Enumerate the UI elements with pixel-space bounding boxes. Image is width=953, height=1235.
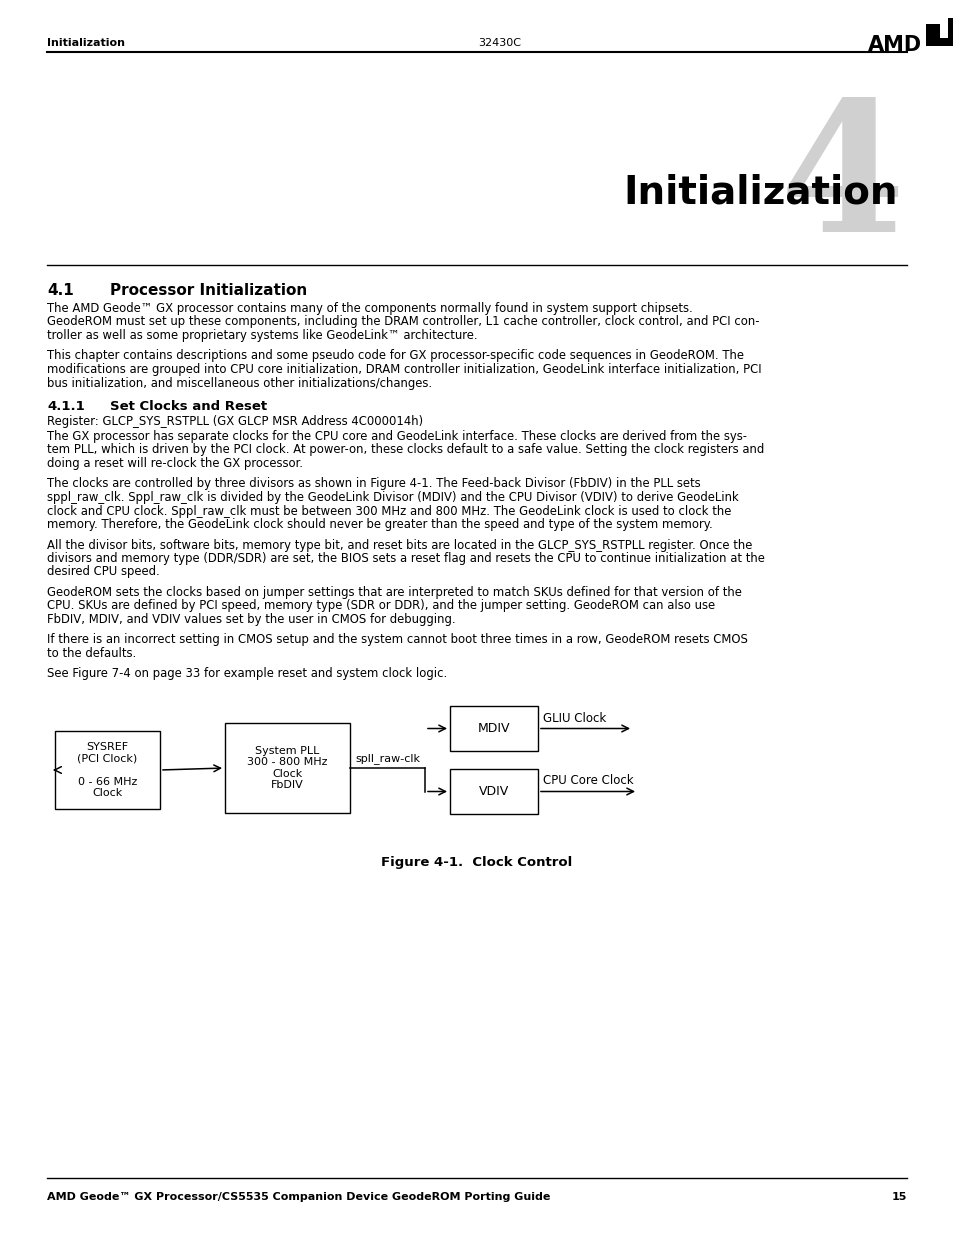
Text: MDIV: MDIV — [477, 722, 510, 735]
Text: modifications are grouped into CPU core initialization, DRAM controller initiali: modifications are grouped into CPU core … — [47, 363, 760, 375]
Text: GeodeROM must set up these components, including the DRAM controller, L1 cache c: GeodeROM must set up these components, i… — [47, 315, 759, 329]
Text: Processor Initialization: Processor Initialization — [110, 283, 307, 298]
Text: All the divisor bits, software bits, memory type bit, and reset bits are located: All the divisor bits, software bits, mem… — [47, 538, 752, 552]
Text: bus initialization, and miscellaneous other initializations/changes.: bus initialization, and miscellaneous ot… — [47, 377, 432, 389]
Text: spll_raw-clk: spll_raw-clk — [355, 753, 419, 764]
Text: AMD: AMD — [867, 35, 922, 56]
Text: The GX processor has separate clocks for the CPU core and GeodeLink interface. T: The GX processor has separate clocks for… — [47, 430, 746, 443]
Text: CPU Core Clock: CPU Core Clock — [542, 774, 633, 788]
Text: GLIU Clock: GLIU Clock — [542, 711, 605, 725]
Bar — [225, 722, 350, 813]
Text: The AMD Geode™ GX processor contains many of the components normally found in sy: The AMD Geode™ GX processor contains man… — [47, 303, 692, 315]
Polygon shape — [925, 19, 953, 46]
Bar — [450, 706, 537, 751]
Text: SYSREF
(PCI Clock)

0 - 66 MHz
Clock: SYSREF (PCI Clock) 0 - 66 MHz Clock — [77, 742, 137, 798]
Text: sppl_raw_clk. Sppl_raw_clk is divided by the GeodeLink Divisor (MDIV) and the CP: sppl_raw_clk. Sppl_raw_clk is divided by… — [47, 492, 738, 504]
Bar — [55, 731, 160, 809]
Text: memory. Therefore, the GeodeLink clock should never be greater than the speed an: memory. Therefore, the GeodeLink clock s… — [47, 517, 712, 531]
Text: Register: GLCP_SYS_RSTPLL (GX GLCP MSR Address 4C000014h): Register: GLCP_SYS_RSTPLL (GX GLCP MSR A… — [47, 415, 423, 429]
Text: FbDIV, MDIV, and VDIV values set by the user in CMOS for debugging.: FbDIV, MDIV, and VDIV values set by the … — [47, 613, 456, 626]
Text: Initialization: Initialization — [47, 38, 125, 48]
Text: to the defaults.: to the defaults. — [47, 647, 136, 659]
Text: See Figure 7-4 on page 33 for example reset and system clock logic.: See Figure 7-4 on page 33 for example re… — [47, 667, 447, 680]
Text: clock and CPU clock. Sppl_raw_clk must be between 300 MHz and 800 MHz. The Geode: clock and CPU clock. Sppl_raw_clk must b… — [47, 505, 731, 517]
Text: Figure 4-1.  Clock Control: Figure 4-1. Clock Control — [381, 856, 572, 869]
Text: 4.1.1: 4.1.1 — [47, 400, 85, 412]
Text: VDIV: VDIV — [478, 785, 509, 798]
Text: 4: 4 — [779, 94, 904, 270]
Text: divisors and memory type (DDR/SDR) are set, the BIOS sets a reset flag and reset: divisors and memory type (DDR/SDR) are s… — [47, 552, 764, 564]
Text: 4.1: 4.1 — [47, 283, 73, 298]
Text: This chapter contains descriptions and some pseudo code for GX processor-specifi: This chapter contains descriptions and s… — [47, 350, 743, 363]
Text: Initialization: Initialization — [623, 173, 897, 211]
Bar — [450, 769, 537, 814]
Text: System PLL
300 - 800 MHz
Clock
FbDIV: System PLL 300 - 800 MHz Clock FbDIV — [247, 746, 328, 790]
Text: AMD Geode™ GX Processor/CS5535 Companion Device GeodeROM Porting Guide: AMD Geode™ GX Processor/CS5535 Companion… — [47, 1192, 550, 1202]
Text: Set Clocks and Reset: Set Clocks and Reset — [110, 400, 267, 412]
Text: If there is an incorrect setting in CMOS setup and the system cannot boot three : If there is an incorrect setting in CMOS… — [47, 634, 747, 646]
Text: troller as well as some proprietary systems like GeodeLink™ architecture.: troller as well as some proprietary syst… — [47, 329, 477, 342]
Text: doing a reset will re-clock the GX processor.: doing a reset will re-clock the GX proce… — [47, 457, 303, 471]
Text: CPU. SKUs are defined by PCI speed, memory type (SDR or DDR), and the jumper set: CPU. SKUs are defined by PCI speed, memo… — [47, 599, 715, 613]
Text: 32430C: 32430C — [478, 38, 521, 48]
Text: GeodeROM sets the clocks based on jumper settings that are interpreted to match : GeodeROM sets the clocks based on jumper… — [47, 585, 741, 599]
Text: The clocks are controlled by three divisors as shown in Figure 4-1. The Feed-bac: The clocks are controlled by three divis… — [47, 478, 700, 490]
Text: desired CPU speed.: desired CPU speed. — [47, 566, 159, 578]
Text: 15: 15 — [891, 1192, 906, 1202]
Text: tem PLL, which is driven by the PCI clock. At power-on, these clocks default to : tem PLL, which is driven by the PCI cloc… — [47, 443, 763, 457]
